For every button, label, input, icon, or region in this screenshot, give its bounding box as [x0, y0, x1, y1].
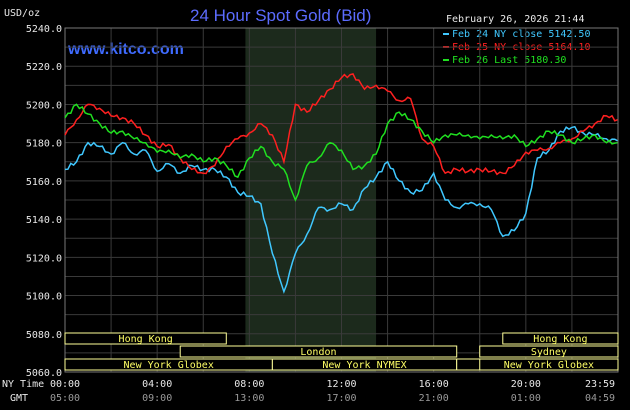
session-box: [64, 332, 227, 345]
x-axis: NY Time GMT 00:00 04:00 08:00 12:00 16:00 20:…: [2, 379, 615, 404]
x-tick-label-gmt: 04:59: [585, 393, 615, 404]
units-label: USD/oz: [4, 8, 40, 19]
y-tick-label: 5060.0: [26, 368, 62, 379]
series-line-1: [64, 125, 618, 294]
y-tick-label: 5120.0: [26, 253, 62, 264]
y-axis: 5240.0 5220.0 5200.0 5180.0 5160.0 5140.0 5120…: [26, 24, 62, 379]
x-tick-label: 23:59: [585, 379, 615, 390]
x-tick-label-gmt: 17:00: [326, 393, 356, 404]
session-label: Sydney: [531, 347, 567, 358]
plot-frame: [64, 27, 619, 373]
x-row2-label: GMT: [10, 393, 28, 404]
x-tick-label-gmt: 05:00: [50, 393, 80, 404]
y-tick-label: 5140.0: [26, 215, 62, 226]
y-tick-label: 5080.0: [26, 330, 62, 341]
y-tick-label: 5220.0: [26, 62, 62, 73]
session-bars: Hong Kong London New York Globex New York N…: [64, 332, 619, 371]
session-label: Hong Kong: [119, 334, 173, 345]
session-box: [479, 345, 619, 358]
session-box: [479, 358, 619, 371]
x-tick-label: 04:00: [142, 379, 172, 390]
x-tick-label-gmt: 21:00: [419, 393, 449, 404]
x-tick-label-gmt: 13:00: [234, 393, 264, 404]
plot-area: [64, 27, 619, 373]
y-tick-label: 5240.0: [26, 24, 62, 35]
series-line-2: [64, 73, 618, 176]
x-tick-label: 20:00: [511, 379, 541, 390]
x-tick-label-gmt: 09:00: [142, 393, 172, 404]
y-tick-label: 5160.0: [26, 177, 62, 188]
session-box: [179, 345, 458, 358]
session-label: Hong Kong: [533, 334, 587, 345]
session-label: London: [300, 347, 336, 358]
x-tick-label: 16:00: [419, 379, 449, 390]
x-row1-label: NY Time: [2, 379, 44, 390]
x-tick-label: 08:00: [234, 379, 264, 390]
x-tick-label: 00:00: [50, 379, 80, 390]
y-tick-label: 5200.0: [26, 100, 62, 111]
timestamp: February 26, 2026 21:44: [446, 14, 584, 25]
session-box: [502, 332, 619, 345]
legend-entry: Feb 26 Last 5180.30: [452, 55, 566, 66]
session-label: New York Globex: [124, 360, 214, 371]
chart-title: 24 Hour Spot Gold (Bid): [190, 6, 371, 25]
y-tick-label: 5180.0: [26, 139, 62, 150]
session-label: New York NYMEX: [322, 360, 406, 371]
x-tick-label: 12:00: [326, 379, 356, 390]
x-tick-label-gmt: 01:00: [511, 393, 541, 404]
legend-entry: Feb 24 NY close 5142.50: [452, 29, 590, 40]
session-label: New York Globex: [504, 360, 594, 371]
series-line-3: [64, 103, 618, 202]
y-tick-label: 5100.0: [26, 292, 62, 303]
website-label: www.kitco.com: [67, 41, 184, 58]
